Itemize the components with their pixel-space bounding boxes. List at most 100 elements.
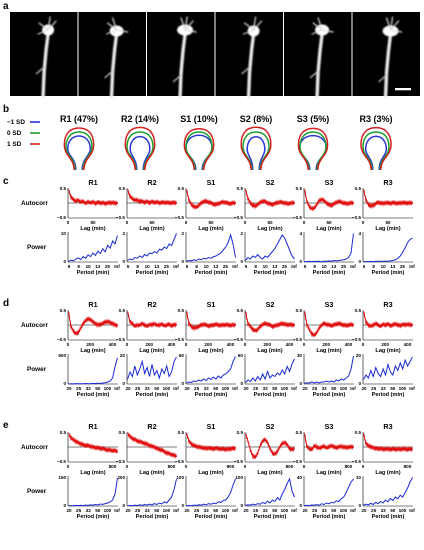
- autocorr-series-line: [185, 189, 237, 211]
- y-tick-label: −0.5: [116, 459, 126, 464]
- x-tick-label: 25: [135, 386, 141, 391]
- x-tick-label: 800: [345, 464, 353, 469]
- x-tick-label: 100: [340, 386, 348, 391]
- filopodium: [37, 29, 49, 35]
- y-tick-label: 20: [356, 353, 362, 358]
- y-tick-label: −0.5: [116, 337, 126, 342]
- y-tick-label: 40: [297, 475, 303, 480]
- y-tick-label: 0: [181, 503, 184, 508]
- x-tick-label: 0: [67, 220, 70, 225]
- x-tick-label: 20: [302, 386, 308, 391]
- x-tick-label: 0: [126, 220, 129, 225]
- x-axis-label: Lag (min): [375, 348, 400, 354]
- x-tick-label: 50: [154, 386, 160, 391]
- autocorr-series-line: [67, 311, 119, 337]
- x-tick-label: 8: [372, 264, 375, 269]
- y-tick-label: 0: [181, 259, 184, 264]
- y-tick-label: 0.5: [119, 308, 126, 313]
- x-tick-label: 0: [362, 464, 365, 469]
- autocorr-series-line: [244, 311, 296, 334]
- power-chart: 2 05 8 10 13 25 Inf Period (min): [240, 231, 297, 276]
- y-tick-label: −0.5: [293, 337, 303, 342]
- power-series-line: [363, 356, 413, 380]
- x-tick-label: 33: [145, 508, 151, 513]
- autocorr-row-label: Autocorr: [21, 200, 48, 207]
- side-branch: [172, 74, 182, 83]
- power-chart: 150 020 25 33 50 100 Inf Period (min): [58, 475, 120, 520]
- power-series-line: [245, 358, 295, 383]
- x-tick-label: 33: [86, 386, 92, 391]
- x-tick-label: 50: [154, 508, 160, 513]
- y-tick-label: −0.5: [175, 459, 185, 464]
- chart-title: S1: [207, 178, 216, 187]
- x-tick-label: 25: [312, 386, 318, 391]
- x-tick-label: 0: [362, 342, 365, 347]
- x-tick-label: 25: [76, 508, 82, 513]
- x-tick-label: 20: [184, 508, 190, 513]
- shape-mode-title: R3 (3%): [359, 114, 392, 124]
- chart-title: S3: [325, 300, 334, 309]
- chart-title: R3: [383, 300, 392, 309]
- y-tick-label: 100: [176, 475, 184, 480]
- filopodium: [253, 16, 257, 31]
- shape-contour: [298, 134, 328, 171]
- power-series-line: [304, 478, 354, 507]
- x-tick-label: 20: [302, 508, 308, 513]
- x-tick-label: 800: [404, 464, 412, 469]
- autocorr-series-line: [68, 189, 119, 207]
- chart-title: S1: [207, 422, 216, 431]
- y-tick-label: 0: [240, 259, 243, 264]
- x-tick-label: 0: [185, 464, 188, 469]
- filopodium: [311, 29, 323, 35]
- y-tick-label: 60: [238, 353, 244, 358]
- autocorr-chart: R1 0.5 −0.50 800 Lag (min): [57, 422, 119, 476]
- x-tick-label: Inf: [173, 264, 179, 269]
- x-tick-label: 0: [303, 220, 306, 225]
- x-axis-label: Period (min): [195, 270, 228, 276]
- x-axis-label: Period (min): [136, 514, 169, 520]
- chart-title: R1: [88, 422, 97, 431]
- x-tick-label: 13: [154, 264, 160, 269]
- autocorr-chart: R2 0.5 −0.50 800 Lag (min): [116, 422, 178, 476]
- neuron-image: [309, 17, 334, 98]
- x-tick-label: 5: [363, 264, 366, 269]
- x-tick-label: Inf: [232, 264, 238, 269]
- x-tick-label: 8: [254, 264, 257, 269]
- x-tick-label: 25: [400, 264, 406, 269]
- autocorr-series-line: [127, 432, 178, 459]
- filopodium: [184, 16, 188, 31]
- power-chart: 2 05 8 10 13 25 Inf Period (min): [122, 231, 179, 276]
- x-tick-label: 200: [322, 342, 330, 347]
- x-tick-label: Inf: [350, 508, 356, 513]
- power-series-line: [186, 478, 236, 507]
- shape-mode-title: R2 (14%): [121, 114, 159, 124]
- shape-contour: [297, 127, 329, 171]
- x-tick-label: 0: [67, 464, 70, 469]
- x-axis-label: Period (min): [372, 392, 405, 398]
- x-tick-label: 25: [105, 264, 111, 269]
- x-tick-label: 50: [208, 220, 214, 225]
- y-tick-label: −0.5: [293, 459, 303, 464]
- shape-contour: [65, 131, 93, 171]
- power-series-line: [127, 356, 177, 380]
- x-tick-label: 50: [213, 508, 219, 513]
- filopodium: [390, 20, 400, 31]
- x-axis-label: Lag (min): [80, 226, 105, 232]
- chart-title: R2: [147, 422, 156, 431]
- shape-contour: [185, 131, 213, 171]
- y-tick-label: 600: [58, 353, 66, 358]
- y-tick-label: −0.5: [57, 215, 67, 220]
- x-tick-label: 100: [163, 508, 171, 513]
- power-row-label: Power: [27, 244, 47, 251]
- y-tick-label: 0: [63, 381, 66, 386]
- x-axis-label: Period (min): [313, 270, 346, 276]
- x-tick-label: 50: [331, 386, 337, 391]
- x-tick-label: 5: [68, 264, 71, 269]
- x-tick-label: 800: [168, 464, 176, 469]
- autocorr-row-label: Autocorr: [21, 322, 48, 329]
- x-tick-label: 0: [362, 220, 365, 225]
- x-tick-label: Inf: [291, 508, 297, 513]
